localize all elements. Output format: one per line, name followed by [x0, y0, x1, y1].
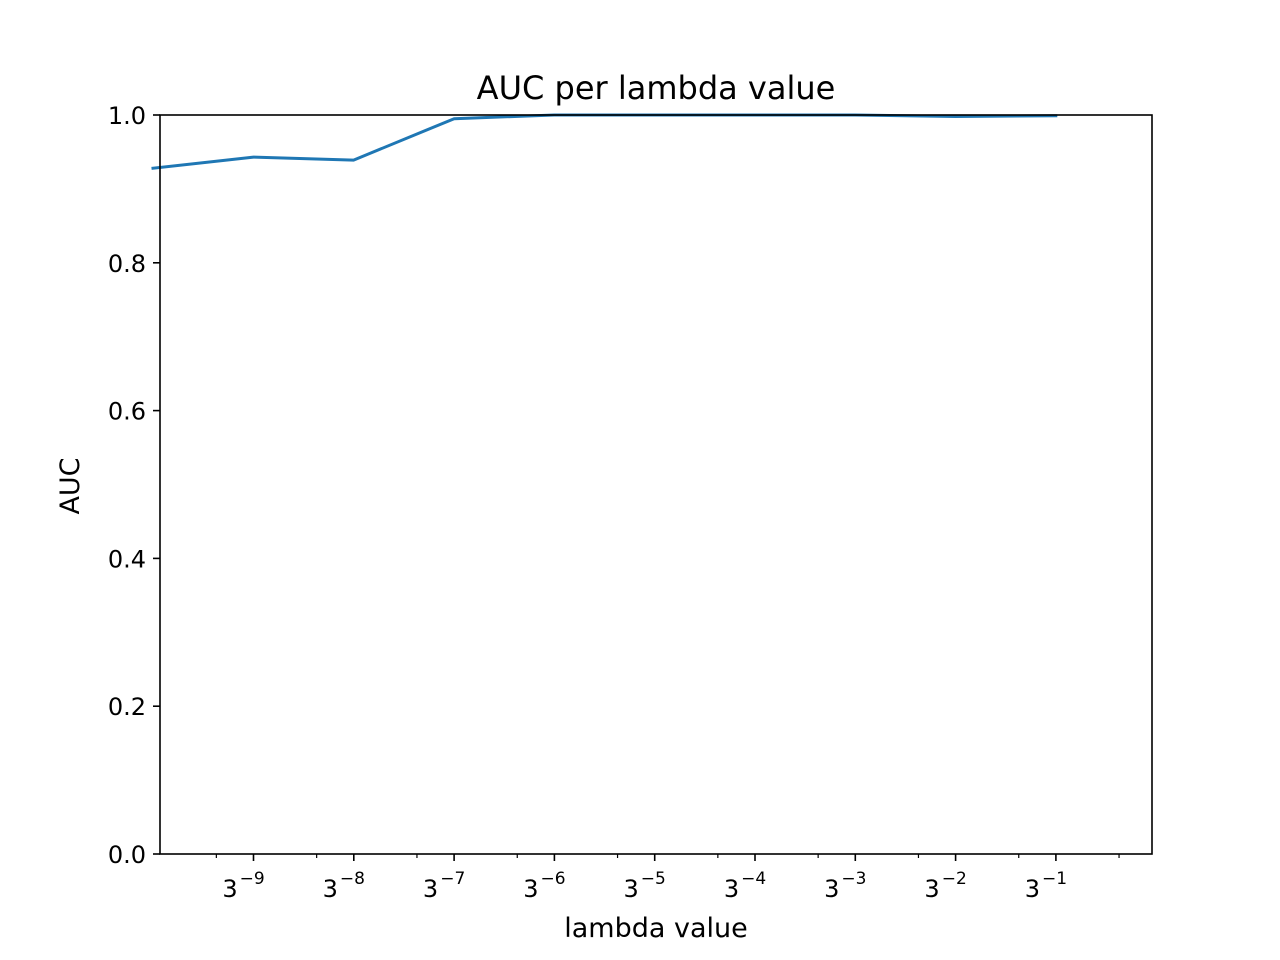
x-tick-base: 3	[323, 875, 338, 903]
x-tick-base: 3	[523, 875, 538, 903]
plot-frame	[159, 114, 1153, 855]
y-tick-label: 0.2	[108, 693, 146, 721]
x-axis-ticks: 3 −9 3 −8 3 −7 3 −6 3 −5 3 −4 3 −3 3 −2 3 −1	[215, 854, 1120, 903]
x-tick-base: 3	[724, 875, 739, 903]
x-tick-exponent: −8	[340, 869, 365, 889]
x-tick-base: 3	[222, 875, 237, 903]
x-tick-label: 3 −5	[624, 869, 666, 903]
x-tick-label: 3 −1	[1025, 869, 1067, 903]
y-axis-ticks: 0.0 0.2 0.4 0.6 0.8 1.0	[108, 102, 160, 869]
chart-title: AUC per lambda value	[477, 69, 836, 107]
y-tick-label: 0.6	[108, 398, 146, 426]
x-tick-exponent: −6	[541, 869, 566, 889]
x-tick-exponent: −3	[841, 869, 866, 889]
x-tick-base: 3	[624, 875, 639, 903]
y-axis-label: AUC	[55, 457, 86, 514]
x-tick-label: 3 −7	[423, 869, 465, 903]
x-tick-label: 3 −9	[222, 869, 264, 903]
y-tick-label: 1.0	[108, 102, 146, 130]
x-tick-base: 3	[824, 875, 839, 903]
x-tick-label: 3 −4	[724, 869, 766, 903]
x-tick-label: 3 −6	[523, 869, 565, 903]
x-tick-base: 3	[423, 875, 438, 903]
y-tick-label: 0.4	[108, 545, 146, 573]
y-tick-label: 0.0	[108, 841, 146, 869]
x-tick-label: 3 −8	[323, 869, 365, 903]
x-tick-exponent: −5	[641, 869, 666, 889]
x-tick-base: 3	[1025, 875, 1040, 903]
x-tick-exponent: −7	[440, 869, 465, 889]
x-tick-exponent: −2	[942, 869, 967, 889]
x-tick-base: 3	[924, 875, 939, 903]
x-tick-label: 3 −2	[924, 869, 966, 903]
x-tick-exponent: −9	[240, 869, 265, 889]
y-tick-label: 0.8	[108, 250, 146, 278]
x-axis-label: lambda value	[564, 913, 748, 944]
x-tick-exponent: −4	[741, 869, 766, 889]
x-tick-exponent: −1	[1042, 869, 1067, 889]
x-tick-label: 3 −3	[824, 869, 866, 903]
